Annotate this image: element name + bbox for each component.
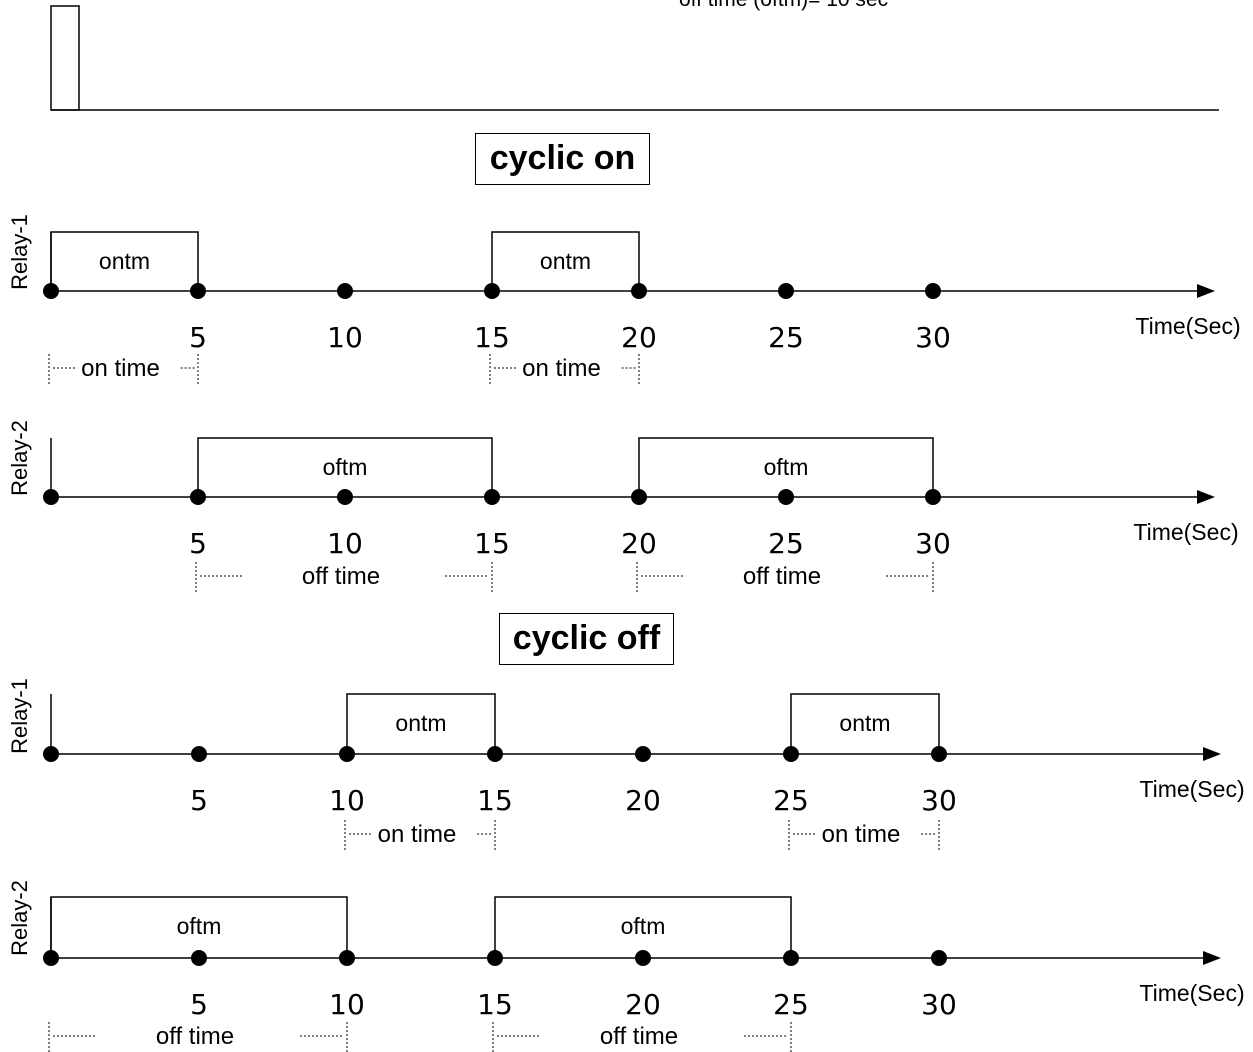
tick-label: 10: [327, 527, 363, 560]
pulse-oftm: [50, 896, 348, 958]
axis-arrow: [1203, 747, 1221, 761]
time-point: [190, 489, 206, 505]
time-point: [925, 489, 941, 505]
time-point: [337, 283, 353, 299]
tick-label: 10: [329, 784, 365, 817]
pulse-oftm: [494, 896, 792, 958]
time-point: [783, 746, 799, 762]
tick-label: 20: [621, 527, 657, 560]
tick-label: 5: [189, 321, 207, 354]
time-point: [631, 489, 647, 505]
time-point: [190, 283, 206, 299]
pulse-label: ontm: [395, 710, 446, 736]
time-point: [339, 746, 355, 762]
time-point: [43, 283, 59, 299]
relay-label: Relay-1: [7, 678, 32, 754]
time-point: [635, 950, 651, 966]
time-point: [337, 489, 353, 505]
relay-label: Relay-2: [7, 420, 32, 496]
tick-label: 25: [773, 784, 809, 817]
time-point: [783, 950, 799, 966]
axis-label: Time(Sec): [1133, 519, 1238, 545]
tick-label: 15: [474, 527, 510, 560]
pulse-label: oftm: [621, 913, 666, 939]
time-point: [339, 950, 355, 966]
pulse-ontm: [491, 231, 640, 291]
tick-label: 15: [477, 988, 513, 1021]
tick-label: 5: [189, 527, 207, 560]
time-point: [484, 283, 500, 299]
pulse-ontm: [346, 693, 496, 754]
span-label: on time: [378, 821, 457, 848]
time-point: [487, 950, 503, 966]
time-point: [43, 746, 59, 762]
time-point: [191, 746, 207, 762]
pulse-label: oftm: [177, 913, 222, 939]
span-label: off time: [600, 1023, 678, 1050]
time-point: [931, 950, 947, 966]
time-point: [191, 950, 207, 966]
axis-arrow: [1197, 490, 1215, 504]
cyclic-off-title: cyclic off: [499, 613, 674, 665]
tick-label: 20: [625, 784, 661, 817]
time-point: [484, 489, 500, 505]
tick-label: 30: [915, 321, 951, 354]
span-label: on time: [822, 821, 901, 848]
pulse-label: oftm: [323, 454, 368, 480]
tick-label: 25: [773, 988, 809, 1021]
cyclic-on-title: cyclic on: [475, 133, 650, 185]
time-point: [931, 746, 947, 762]
timeline-cyclic-on-relay-1: Relay-1 ontm ontm 5 10 15 20 25 30 Time(Sec) on ti…: [7, 214, 1241, 384]
pulse-label: ontm: [540, 248, 591, 274]
axis-label: Time(Sec): [1135, 313, 1240, 339]
tick-label: 10: [327, 321, 363, 354]
tick-label: 10: [329, 988, 365, 1021]
pulse-ontm: [790, 693, 940, 754]
pulse-label: ontm: [99, 248, 150, 274]
pulse-oftm: [638, 437, 934, 497]
span-label: off time: [743, 563, 821, 590]
time-point: [43, 489, 59, 505]
tick-label: 5: [190, 784, 208, 817]
span-label: on time: [522, 355, 601, 382]
span-label: on time: [81, 355, 160, 382]
tick-label: 20: [621, 321, 657, 354]
tick-label: 15: [474, 321, 510, 354]
pulse-ontm: [50, 231, 199, 291]
tick-label: 30: [921, 784, 957, 817]
span-label: off time: [156, 1023, 234, 1050]
top-pulse: [50, 5, 80, 111]
axis-arrow: [1203, 951, 1221, 965]
pulse-oftm: [197, 437, 493, 497]
tick-label: 15: [477, 784, 513, 817]
time-point: [43, 950, 59, 966]
pulse-label: ontm: [839, 710, 890, 736]
time-point: [778, 489, 794, 505]
tick-label: 5: [190, 988, 208, 1021]
span-label: off time: [302, 563, 380, 590]
tick-label: 25: [768, 527, 804, 560]
relay-label: Relay-1: [7, 214, 32, 290]
time-point: [487, 746, 503, 762]
timeline-cyclic-off-relay-1: Relay-1 ontm ontm 5 10 15 20 25 30 Time(Sec) on ti…: [7, 678, 1245, 850]
axis-arrow: [1197, 284, 1215, 298]
tick-label: 30: [915, 527, 951, 560]
time-point: [635, 746, 651, 762]
timeline-cyclic-off-relay-2: Relay-2 oftm oftm 5 10 15 20 25 30 Time(Sec) off t…: [7, 880, 1245, 1052]
time-point: [925, 283, 941, 299]
pulse-label: oftm: [764, 454, 809, 480]
relay-label: Relay-2: [7, 880, 32, 956]
tick-label: 30: [921, 988, 957, 1021]
tick-label: 25: [768, 321, 804, 354]
axis-label: Time(Sec): [1139, 980, 1244, 1006]
tick-label: 20: [625, 988, 661, 1021]
time-point: [631, 283, 647, 299]
timeline-cyclic-on-relay-2: Relay-2 oftm oftm 5 10 15 20 25 30 Time(Sec) off t…: [7, 420, 1239, 592]
time-point: [778, 283, 794, 299]
axis-label: Time(Sec): [1139, 776, 1244, 802]
off-time-note: off time (oftm)= 10 sec: [679, 0, 888, 12]
